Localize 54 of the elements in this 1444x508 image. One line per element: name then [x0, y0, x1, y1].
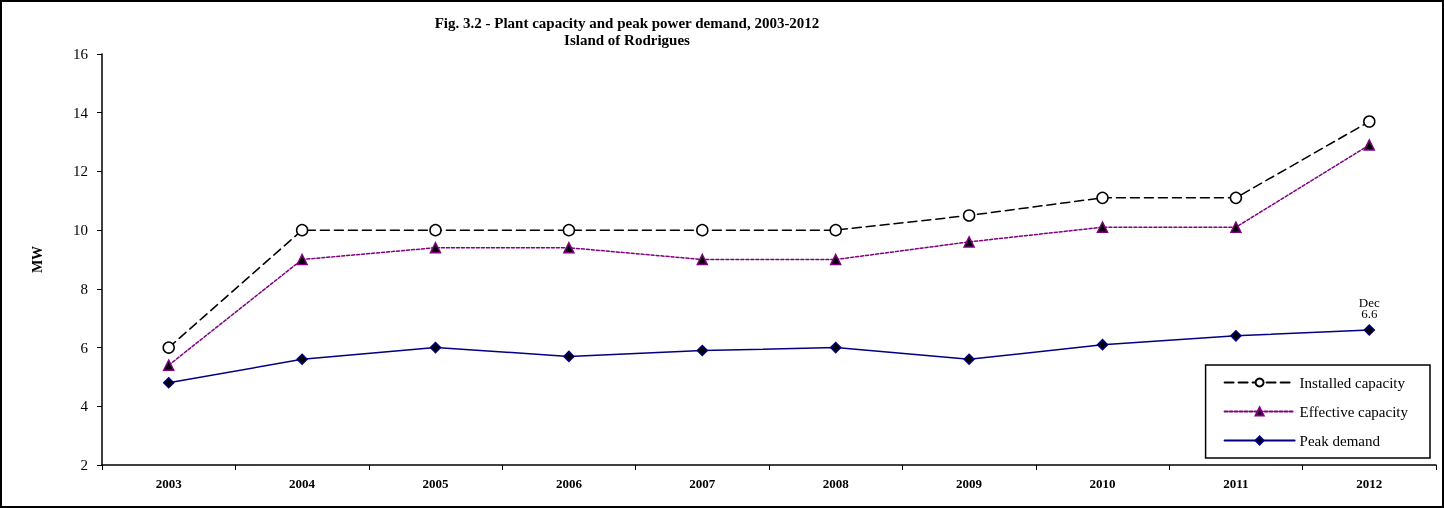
point: [429, 242, 442, 254]
point: [562, 223, 576, 237]
point: [1096, 338, 1109, 351]
point: [1363, 139, 1376, 151]
point: [1229, 191, 1243, 205]
point: [563, 242, 575, 254]
point: [1096, 221, 1109, 233]
point: [963, 353, 975, 366]
point: [162, 359, 175, 371]
point: [829, 341, 842, 354]
x-tick-label: 2003: [155, 476, 183, 491]
legend-label: Installed capacity: [1299, 374, 1406, 391]
point: [296, 253, 308, 266]
point: [1096, 191, 1109, 205]
x-tick-label: 2011: [1223, 476, 1249, 491]
point: [563, 350, 575, 363]
y-tick-label: 10: [73, 222, 88, 239]
x-tick-label: 2012: [1356, 476, 1383, 491]
y-tick-label: 12: [73, 163, 88, 180]
chart-subtitle: Island of Rodrigues: [564, 31, 691, 48]
x-tick-label: 2009: [956, 476, 983, 491]
y-tick-label: 14: [73, 104, 89, 121]
x-tick-label: 2007: [689, 476, 716, 491]
point: [829, 223, 842, 237]
point: [696, 344, 709, 357]
point: [696, 253, 709, 266]
point: [829, 253, 842, 266]
point: [962, 209, 976, 222]
point: [1363, 324, 1376, 336]
point: [963, 236, 975, 248]
point: [696, 223, 709, 237]
point: [295, 223, 309, 237]
x-tick-label: 2010: [1089, 476, 1116, 491]
legend-label: Peak demand: [1299, 432, 1381, 449]
point: [429, 341, 442, 354]
y-tick-label: 6: [80, 339, 89, 356]
point: [1363, 115, 1376, 128]
point: [1230, 330, 1242, 342]
point: [162, 377, 175, 389]
point: [1230, 221, 1242, 233]
legend-label: Effective capacity: [1299, 403, 1409, 420]
y-tick-label: 4: [80, 398, 89, 415]
y-tick-label: 16: [73, 46, 89, 62]
x-tick-label: 2008: [822, 476, 850, 491]
chart-title: Fig. 3.2 - Plant capacity and peak power demand, 2003-2012: [434, 14, 820, 31]
point: [296, 353, 308, 366]
y-tick-label: 8: [80, 280, 88, 297]
y-tick-label: 2: [80, 457, 88, 473]
point: [162, 341, 175, 354]
point: [429, 223, 442, 237]
y-axis-title: MW: [29, 245, 45, 274]
x-tick-label: 2006: [555, 476, 583, 491]
x-tick-label: 2004: [289, 476, 316, 491]
x-tick-label: 2005: [422, 476, 449, 491]
